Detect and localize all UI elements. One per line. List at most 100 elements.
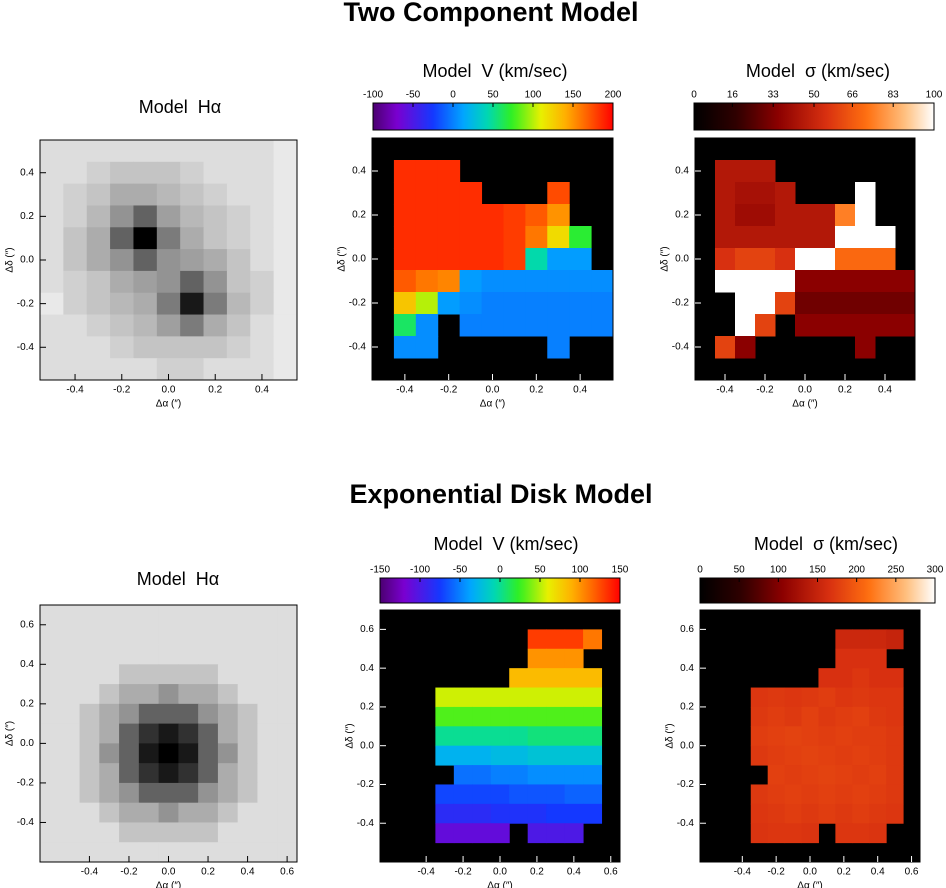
colorbar-tick-label: 100 (525, 90, 542, 101)
cell (119, 723, 140, 744)
cell (546, 687, 566, 708)
cell (437, 160, 461, 183)
cell (546, 629, 566, 650)
cell (250, 249, 275, 272)
cell (59, 822, 81, 843)
cell (564, 648, 584, 669)
cell (755, 248, 776, 271)
y-tick-label: 0.0 (675, 254, 689, 265)
cell (99, 743, 120, 764)
cell (110, 249, 134, 272)
y-tick-label: 0.2 (360, 702, 374, 713)
cell (203, 183, 228, 206)
cell (257, 723, 278, 744)
colorbar-tick-label: 50 (808, 90, 820, 101)
x-tick-label: 0.0 (486, 385, 500, 396)
cell (472, 784, 492, 805)
cell (158, 605, 179, 626)
cell (63, 161, 88, 185)
cell (875, 226, 896, 249)
cell (79, 763, 100, 784)
cell (435, 745, 455, 766)
cell (79, 605, 100, 626)
cell (886, 803, 904, 824)
cell (138, 842, 160, 863)
cell (775, 248, 796, 271)
cell (178, 782, 199, 804)
cell (564, 823, 584, 844)
cell (503, 248, 526, 271)
x-tick-label: 0.2 (837, 867, 851, 878)
cell (198, 624, 219, 646)
cell (40, 161, 64, 185)
cell (852, 668, 870, 689)
cell (569, 226, 592, 249)
cell (437, 248, 461, 271)
cell (784, 745, 803, 766)
x-tick-label: 0.6 (280, 867, 294, 878)
cell (784, 765, 803, 785)
x-tick-label: 0.0 (798, 385, 812, 396)
cell (59, 684, 81, 705)
cell (835, 668, 853, 689)
cell (784, 726, 803, 747)
cell (715, 248, 736, 271)
cell (818, 803, 836, 824)
cell (273, 249, 298, 272)
section-heading: Two Component Model (344, 0, 639, 27)
cell (527, 765, 547, 785)
cell (40, 249, 64, 272)
colorbar-tick-label: 150 (612, 565, 629, 576)
panel-title: Model Hα (137, 569, 219, 589)
cell (835, 706, 853, 727)
cell (755, 270, 776, 293)
cell (119, 684, 140, 705)
cell (527, 823, 547, 844)
panel-title: Model V (km/sec) (433, 534, 578, 554)
cell (63, 336, 88, 359)
cell (869, 823, 887, 844)
cell (40, 822, 61, 843)
cell (547, 248, 570, 271)
cell (852, 745, 870, 766)
cell (393, 292, 417, 315)
y-tick-label: 0.4 (360, 663, 374, 674)
cell (40, 723, 61, 744)
cell (273, 292, 298, 316)
cell (59, 703, 81, 725)
cell (490, 823, 510, 844)
cell (583, 784, 603, 805)
cell (481, 248, 504, 271)
cell (852, 706, 870, 727)
y-tick-label: 0.0 (20, 738, 34, 749)
cell (801, 745, 819, 766)
cell (835, 648, 853, 669)
cell (525, 226, 548, 249)
cell (852, 823, 870, 844)
cell (156, 292, 181, 316)
cell (40, 358, 64, 381)
cell (156, 358, 181, 381)
cell (459, 226, 483, 249)
cell (40, 842, 61, 863)
cell (801, 726, 819, 747)
x-tick-label: 0.0 (493, 867, 507, 878)
cell (138, 802, 160, 823)
cell (453, 803, 473, 824)
cell (569, 292, 592, 315)
cell (795, 314, 816, 337)
colorbar-tick-label: -100 (410, 565, 430, 576)
cell (226, 358, 251, 381)
cell (750, 687, 769, 708)
cell (119, 605, 140, 626)
cell (527, 687, 547, 708)
y-tick-label: -0.4 (17, 342, 35, 353)
cell (158, 723, 179, 744)
cell (237, 703, 258, 725)
cell (156, 161, 181, 185)
cell (178, 644, 199, 665)
cell (547, 226, 570, 249)
cell (784, 706, 803, 727)
cell (40, 270, 64, 294)
cell (767, 687, 786, 708)
